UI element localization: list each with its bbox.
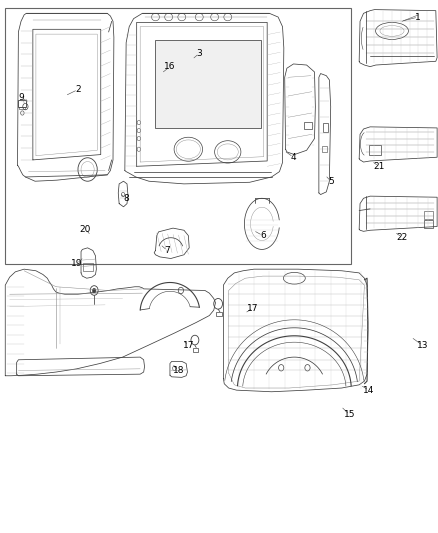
Text: 16: 16	[164, 62, 176, 71]
Text: 8: 8	[123, 194, 129, 203]
Text: 3: 3	[196, 49, 202, 58]
Bar	[323, 123, 328, 132]
Circle shape	[92, 288, 96, 293]
Bar	[19, 107, 25, 109]
Bar	[424, 220, 433, 228]
Text: 20: 20	[80, 225, 91, 233]
Bar	[424, 211, 433, 219]
Bar	[304, 122, 312, 129]
Text: 4: 4	[291, 153, 296, 161]
Text: 5: 5	[328, 177, 334, 185]
Text: 18: 18	[173, 366, 184, 375]
Bar	[193, 348, 198, 352]
Text: 9: 9	[18, 93, 24, 101]
Text: 13: 13	[417, 341, 428, 350]
Text: 19: 19	[71, 260, 82, 268]
Text: 7: 7	[164, 246, 170, 255]
Bar	[155, 40, 261, 128]
Text: 15: 15	[344, 410, 355, 419]
Text: 1: 1	[415, 13, 421, 21]
Text: 14: 14	[363, 386, 374, 394]
Text: 21: 21	[373, 162, 385, 171]
Text: 17: 17	[183, 341, 194, 350]
Text: 22: 22	[396, 233, 408, 241]
Bar	[83, 263, 93, 271]
Bar	[18, 100, 26, 107]
Bar	[216, 312, 222, 316]
Bar	[5, 8, 351, 264]
Bar	[369, 145, 381, 155]
Text: 2: 2	[75, 85, 81, 94]
Text: 6: 6	[260, 231, 266, 240]
Bar	[322, 146, 327, 152]
Text: 17: 17	[247, 304, 259, 312]
